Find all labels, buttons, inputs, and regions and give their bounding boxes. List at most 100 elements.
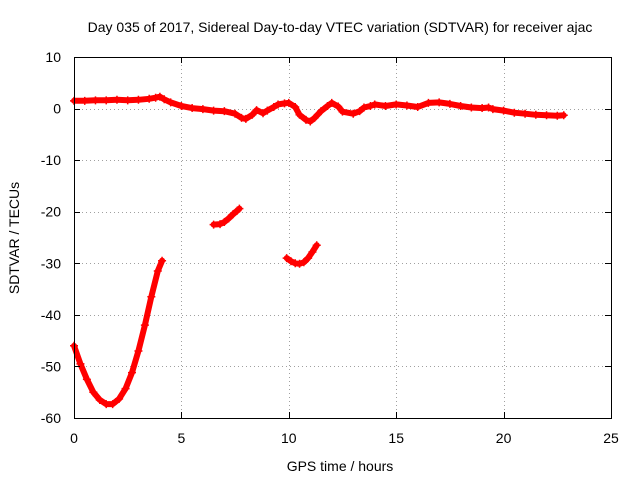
data-point: [542, 111, 551, 120]
data-point: [317, 107, 326, 116]
data-point: [323, 101, 332, 110]
data-point: [259, 109, 268, 118]
y-tick-label: 0: [53, 101, 61, 117]
y-tick-label: -10: [41, 152, 61, 168]
data-point: [112, 95, 121, 104]
data-point: [263, 106, 272, 115]
x-tick-label: 20: [496, 430, 512, 446]
data-point: [127, 368, 136, 377]
data-point: [299, 258, 308, 267]
data-point: [108, 400, 117, 409]
series-main-arc: [70, 92, 568, 126]
data-point: [499, 106, 508, 115]
data-point: [252, 106, 261, 115]
data-point: [304, 254, 313, 263]
data-point: [248, 110, 257, 119]
x-axis-label: GPS time / hours: [287, 458, 394, 474]
chart-title: Day 035 of 2017, Sidereal Day-to-day VTE…: [88, 19, 593, 35]
data-point: [82, 375, 91, 384]
data-point: [381, 101, 390, 110]
plot-series: [70, 92, 568, 409]
x-tick-label: 10: [281, 430, 297, 446]
data-point: [456, 101, 465, 110]
data-point: [359, 103, 368, 112]
data-point: [160, 95, 169, 104]
data-point: [392, 100, 401, 109]
data-point: [284, 98, 293, 107]
data-point: [237, 113, 246, 122]
plot-frame: [74, 57, 612, 419]
data-point: [312, 241, 321, 250]
data-point: [177, 101, 186, 110]
data-point: [402, 101, 411, 110]
data-point: [559, 111, 568, 120]
data-point: [220, 107, 229, 116]
data-point: [147, 292, 156, 301]
data-point: [151, 93, 160, 102]
data-point: [295, 259, 304, 268]
data-point: [370, 100, 379, 109]
y-axis-label: SDTVAR / TECUs: [6, 182, 22, 294]
data-point: [308, 247, 317, 256]
data-point: [115, 394, 124, 403]
data-point: [435, 98, 444, 107]
data-point: [334, 102, 343, 111]
data-point: [306, 117, 315, 126]
x-tick-label: 25: [603, 430, 619, 446]
data-point: [274, 100, 283, 109]
series-left-dip-arc: [70, 256, 167, 409]
data-point: [445, 99, 454, 108]
y-tick-label: -20: [41, 204, 61, 220]
data-point: [467, 103, 476, 112]
data-point: [286, 257, 295, 266]
data-point: [327, 98, 336, 107]
y-tick-label: -40: [41, 307, 61, 323]
data-point: [301, 115, 310, 124]
data-point: [291, 103, 300, 112]
data-point: [158, 256, 167, 265]
series-segment-7h: [209, 204, 244, 229]
data-point: [228, 210, 237, 219]
data-point: [355, 107, 364, 116]
data-point: [424, 98, 433, 107]
x-tick-label: 0: [70, 430, 78, 446]
y-tick-label: -50: [41, 358, 61, 374]
data-point: [121, 384, 130, 393]
data-point: [295, 110, 304, 119]
data-point: [413, 103, 422, 112]
data-point: [310, 113, 319, 122]
data-point: [220, 218, 229, 227]
data-point: [216, 220, 225, 229]
data-point: [145, 94, 154, 103]
data-point: [140, 321, 149, 330]
y-tick-label: -30: [41, 255, 61, 271]
data-point: [102, 96, 111, 105]
tick-labels: 0 5 10 15 20 25 10 0 -10 -20 -30 -40 -50 -60: [41, 49, 619, 446]
data-point: [349, 109, 358, 118]
data-point: [134, 346, 143, 355]
data-point: [484, 103, 493, 112]
data-point: [80, 96, 89, 105]
data-point: [235, 204, 244, 213]
data-point: [95, 395, 104, 404]
data-point: [76, 359, 85, 368]
data-point: [91, 96, 100, 105]
data-point: [269, 103, 278, 112]
data-point: [488, 105, 497, 114]
data-point: [123, 96, 132, 105]
data-point: [338, 107, 347, 116]
data-point: [89, 388, 98, 397]
data-point: [153, 267, 162, 276]
data-point: [209, 106, 218, 115]
data-point: [531, 110, 540, 119]
data-point: [188, 104, 197, 113]
data-point: [510, 108, 519, 117]
data-point: [166, 98, 175, 107]
data-point: [282, 254, 291, 263]
y-tick-label: 10: [45, 49, 61, 65]
data-point: [231, 109, 240, 118]
data-point: [241, 114, 250, 123]
ticks: [74, 57, 612, 419]
x-tick-label: 15: [388, 430, 404, 446]
y-tick-label: -60: [41, 410, 61, 426]
